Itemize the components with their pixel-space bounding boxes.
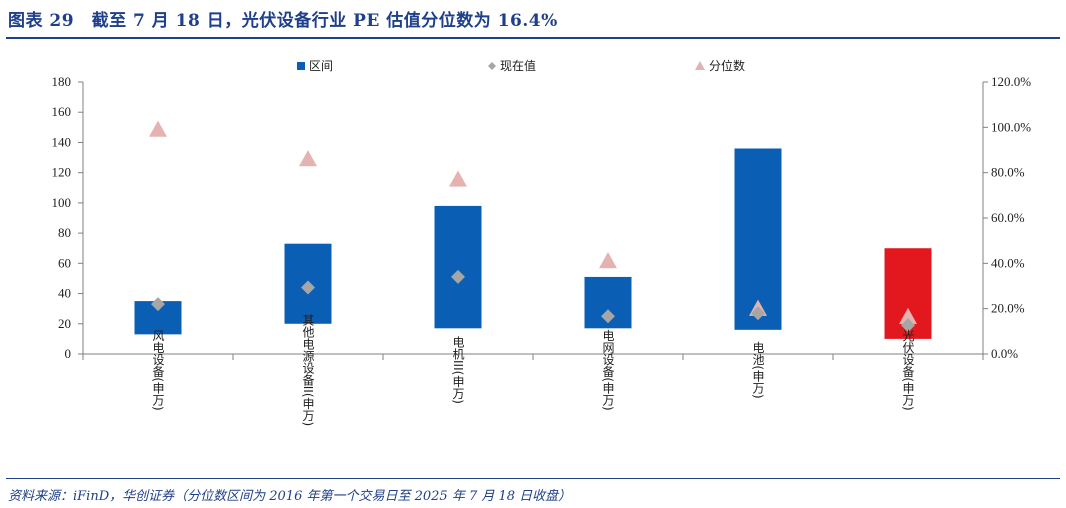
percentile-marker <box>299 150 317 167</box>
legend-swatch-range <box>297 62 305 70</box>
current-value-marker <box>601 309 615 324</box>
right-tick-label: 100.0% <box>991 119 1031 134</box>
left-tick-label: 20 <box>58 316 71 331</box>
category-label: 其他电源设备II(申万) <box>301 313 315 426</box>
right-tick-label: 20.0% <box>991 301 1025 316</box>
right-tick-label: 60.0% <box>991 210 1025 225</box>
left-tick-label: 40 <box>58 286 71 301</box>
legend-label-current: 现在值 <box>500 58 536 73</box>
current-value-marker <box>901 318 915 333</box>
source-note: 资料来源：iFinD，华创证券（分位数区间为 2016 年第一个交易日至 202… <box>8 489 572 504</box>
right-tick-label: 80.0% <box>991 165 1025 180</box>
current-value-marker <box>301 280 315 295</box>
left-tick-label: 120 <box>52 165 72 180</box>
percentile-marker <box>149 120 167 137</box>
legend-swatch-percentile <box>695 61 705 70</box>
chart-title: 图表 29 截至 7 月 18 日，光伏设备行业 PE 估值分位数为 16.4% <box>8 11 558 31</box>
right-tick-label: 0.0% <box>991 346 1018 361</box>
right-tick-label: 120.0% <box>991 74 1031 89</box>
current-value-marker <box>751 306 765 321</box>
right-tick-label: 40.0% <box>991 255 1025 270</box>
category-label: 电池(申万) <box>751 341 765 399</box>
left-tick-label: 60 <box>58 255 71 270</box>
category-label: 电机III(申万) <box>451 336 465 404</box>
legend-label-range: 区间 <box>309 59 333 73</box>
left-tick-label: 80 <box>58 225 71 240</box>
left-tick-label: 100 <box>52 195 72 210</box>
current-value-marker <box>451 269 465 284</box>
legend-swatch-current <box>488 62 496 70</box>
left-tick-label: 0 <box>65 346 72 361</box>
category-label: 光伏设备(申万) <box>901 329 915 411</box>
left-tick-label: 160 <box>52 104 72 119</box>
percentile-marker <box>899 307 917 325</box>
percentile-marker <box>449 170 467 187</box>
range-bar <box>434 205 482 329</box>
legend-label-percentile: 分位数 <box>709 58 745 73</box>
range-bar <box>734 148 782 330</box>
category-label: 电网设备(申万) <box>601 329 615 411</box>
category-label: 风电设备(申万) <box>151 329 165 410</box>
percentile-marker <box>599 252 617 269</box>
pe-valuation-chart: 0 20 40 60 80 100 120 140 160 180 0.0% 20.0% 40.0% 60… <box>52 58 1032 426</box>
left-tick-label: 180 <box>52 74 72 89</box>
left-tick-label: 140 <box>52 134 72 149</box>
title-rule <box>6 37 1060 39</box>
current-value-marker <box>151 297 165 312</box>
source-rule <box>6 478 1060 479</box>
